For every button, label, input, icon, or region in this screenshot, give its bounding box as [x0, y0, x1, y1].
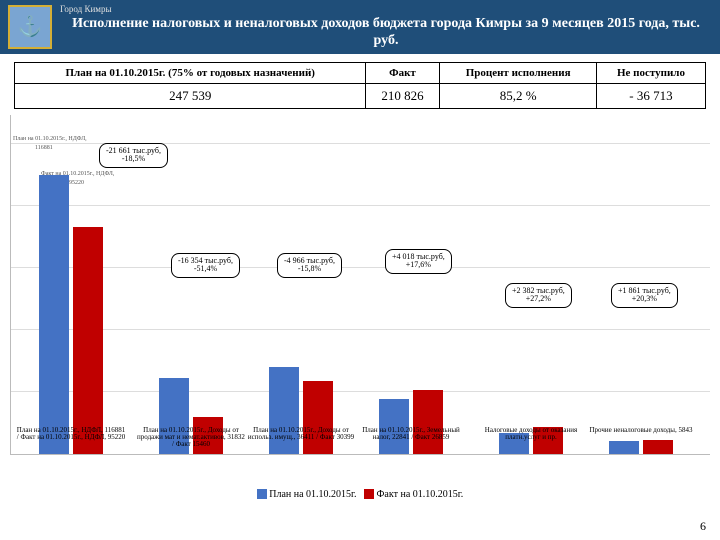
delta-callout: +1 861 тыс.руб,+20,3% [611, 283, 678, 309]
bar-plan [609, 441, 639, 454]
delta-callout: -4 966 тыс.руб,-15,8% [277, 253, 342, 279]
page-number: 6 [700, 519, 706, 534]
col-fact: Факт [366, 62, 440, 83]
header-bar: ⚓ Город Кимры Исполнение налоговых и нен… [0, 0, 720, 54]
gridline [11, 391, 710, 392]
legend-label-plan: План на 01.10.2015г. [269, 489, 356, 500]
inline-label: 95220 [69, 180, 84, 186]
axis-label: Прочие неналоговые доходы, 5843 [586, 427, 696, 434]
bar-fact [413, 390, 443, 454]
bar-fact [303, 381, 333, 453]
inline-label: Факт на 01.10.2015г., НДФЛ, [41, 171, 114, 177]
delta-callout: +4 018 тыс.руб,+17,6% [385, 249, 452, 275]
delta-callout: -16 354 тыс.руб,-51,4% [171, 253, 240, 279]
city-label: Город Кимры [60, 4, 712, 14]
col-short: Не поступило [597, 62, 705, 83]
legend-label-fact: Факт на 01.10.2015г. [377, 489, 464, 500]
val-fact: 210 826 [366, 83, 440, 108]
table-header-row: План на 01.10.2015г. (75% от годовых наз… [15, 62, 705, 83]
summary-table: План на 01.10.2015г. (75% от годовых наз… [14, 62, 705, 109]
chart-legend: План на 01.10.2015г. Факт на 01.10.2015г… [0, 489, 720, 500]
axis-label: Налоговые доходы от оказания платн.услуг… [476, 427, 586, 441]
bar-fact [73, 227, 103, 454]
inline-label: План на 01.10.2015г., НДФЛ, [13, 136, 87, 142]
gridline [11, 329, 710, 330]
header-titles: Город Кимры Исполнение налоговых и ненал… [60, 4, 712, 50]
gridline [11, 267, 710, 268]
axis-label: План на 01.10.2015г., НДФЛ, 116881 / Фак… [16, 427, 126, 441]
inline-label: 116881 [35, 145, 53, 151]
table-row: 247 539 210 826 85,2 % - 36 713 [15, 83, 705, 108]
city-crest-icon: ⚓ [8, 5, 52, 49]
val-short: - 36 713 [597, 83, 705, 108]
bar-chart: План на 01.10.2015г., НДФЛ, 116881 / Фак… [10, 115, 710, 455]
legend-swatch-plan [257, 489, 267, 499]
val-percent: 85,2 % [439, 83, 596, 108]
delta-callout: +2 382 тыс.руб,+27,2% [505, 283, 572, 309]
axis-label: План на 01.10.2015г., Доходы от использ.… [246, 427, 356, 441]
bar-plan [39, 175, 69, 454]
gridline [11, 205, 710, 206]
legend-swatch-fact [364, 489, 374, 499]
val-plan: 247 539 [15, 83, 366, 108]
delta-callout: -21 661 тыс.руб,-18,5% [99, 143, 168, 169]
col-percent: Процент исполнения [439, 62, 596, 83]
axis-label: План на 01.10.2015г., Земельный налог, 2… [356, 427, 466, 441]
bar-fact [643, 440, 673, 454]
col-plan: План на 01.10.2015г. (75% от годовых наз… [15, 62, 366, 83]
axis-label: План на 01.10.2015г., Доходы от продажи … [136, 427, 246, 448]
page-title: Исполнение налоговых и неналоговых доход… [60, 16, 712, 50]
